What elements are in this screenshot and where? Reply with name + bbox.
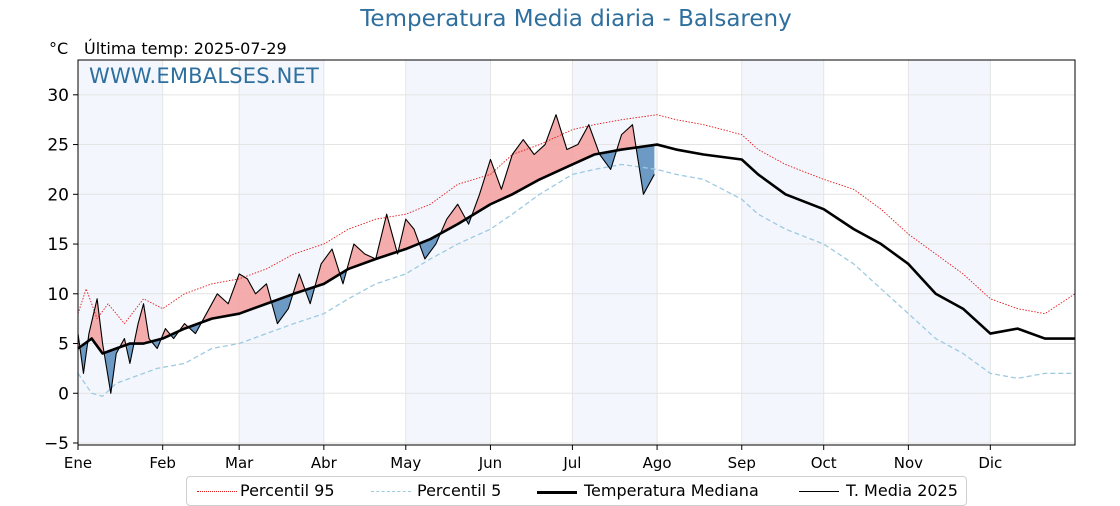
legend-swatch-current	[799, 491, 839, 492]
y-tick-label: 10	[47, 285, 69, 305]
month-band-nov	[908, 60, 991, 445]
x-axis-ticks: Ene Feb Mar Abr May Jun Jul Ago Sep Oct Nov Dic	[64, 445, 1002, 472]
month-band-may	[405, 60, 491, 445]
series-line-p95	[77, 114, 1076, 325]
x-tick-label: Mar	[225, 454, 254, 472]
legend-label-current: T. Media 2025	[846, 481, 958, 500]
legend-swatch-p5	[371, 491, 411, 492]
fill-above-median	[472, 114, 600, 216]
fill-above-median	[202, 273, 272, 323]
fill-above-median	[293, 273, 307, 294]
y-axis-ticks: 30 25 20 15 10 5 0 −5	[44, 86, 78, 454]
chart-title: Temperatura Media diaria - Balsareny	[360, 6, 792, 32]
fill-above-median	[617, 124, 637, 151]
series-line-median	[77, 143, 1075, 355]
fill-above-median	[441, 204, 468, 234]
month-band-mar	[239, 60, 324, 445]
y-tick-label: −5	[44, 434, 69, 454]
y-tick-label: 0	[58, 384, 69, 404]
x-tick-label: Feb	[149, 454, 176, 472]
x-tick-label: Ago	[643, 454, 672, 472]
y-tick-label: 5	[58, 335, 69, 355]
plot-frame	[77, 59, 1076, 446]
fill-below-median	[467, 212, 473, 225]
y-tick-label: 30	[47, 86, 69, 106]
grid-lines	[77, 60, 1075, 445]
fill-above-median	[161, 328, 171, 339]
month-band-sep	[741, 60, 824, 445]
x-tick-label: Abr	[311, 454, 338, 472]
watermark-text: WWW.EMBALSES.NET	[89, 64, 320, 88]
month-bands	[78, 60, 991, 445]
x-tick-label: Jul	[562, 454, 581, 472]
x-tick-label: Sep	[728, 454, 756, 472]
x-tick-label: Dic	[978, 454, 1002, 472]
legend: Percentil 95 Percentil 5 Temperatura Med…	[186, 476, 967, 506]
fill-below-median	[271, 291, 294, 324]
anomaly-fills	[78, 114, 655, 394]
y-tick-label: 20	[47, 185, 69, 205]
y-tick-label: 15	[47, 235, 69, 255]
fill-below-median	[419, 231, 442, 259]
series-line-p5	[77, 163, 1075, 397]
legend-label-p95: Percentil 95	[240, 481, 335, 500]
x-tick-label: Ene	[64, 454, 92, 472]
y-tick-label: 25	[47, 136, 69, 156]
fill-above-median	[88, 298, 106, 361]
month-band-jul	[572, 60, 658, 445]
x-tick-label: Oct	[811, 454, 837, 472]
last-temp-label: Última temp: 2025-07-29	[84, 39, 287, 58]
fill-above-median	[133, 303, 152, 344]
legend-swatch-median	[537, 491, 577, 494]
series-line-current	[77, 114, 655, 394]
x-tick-label: May	[390, 454, 421, 472]
series-lines	[77, 114, 1076, 397]
month-band-ene	[78, 60, 163, 445]
legend-swatch-p95	[197, 491, 237, 492]
y-unit-label: °C	[49, 39, 69, 58]
x-tick-label: Nov	[894, 454, 923, 472]
legend-label-p5: Percentil 5	[417, 481, 502, 500]
x-tick-label: Jun	[478, 454, 502, 472]
legend-label-median: Temperatura Mediana	[584, 481, 759, 500]
